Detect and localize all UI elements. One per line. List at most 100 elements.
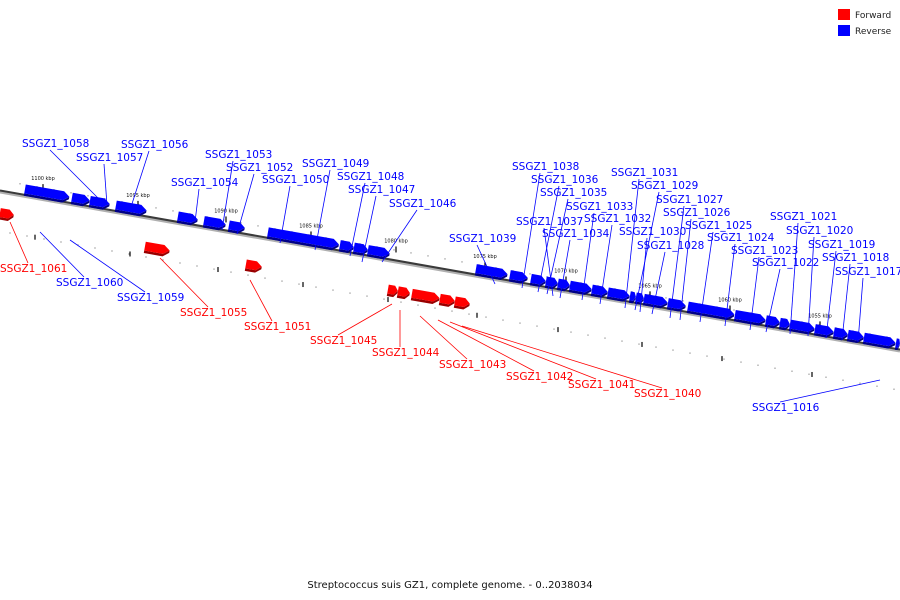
gene-arrow	[590, 284, 608, 298]
gene-leader-line	[581, 212, 595, 301]
gene-label: SSGZ1_1023	[731, 245, 798, 257]
gene-label: SSGZ1_1024	[707, 232, 775, 244]
gene-label: SSGZ1_1027	[656, 194, 723, 206]
gene-arrow	[832, 327, 848, 341]
gene-leader-line	[639, 237, 648, 313]
gene-leader-line	[9, 221, 29, 264]
gene-leader-line	[69, 239, 146, 293]
gene-arrow	[0, 208, 14, 221]
gene-arrow	[846, 329, 864, 344]
gene-label: SSGZ1_1016	[752, 402, 820, 414]
gene-arrow	[606, 287, 630, 302]
gene-leader-line	[521, 172, 541, 289]
gene-label: SSGZ1_1052	[226, 162, 293, 174]
scale-label: 1065 kbp	[638, 283, 662, 289]
gene-arrow	[23, 184, 70, 203]
gene-leader-line	[381, 209, 418, 263]
gene-leader-line	[857, 277, 864, 343]
gene-leader-line	[699, 231, 714, 323]
gene-leader-line	[361, 195, 377, 263]
gene-label: SSGZ1_1057	[76, 152, 143, 164]
gene-arrow	[338, 240, 354, 254]
gene-arrow	[396, 286, 410, 300]
gene-arrow	[529, 273, 546, 287]
gene-label: SSGZ1_1051	[244, 321, 311, 333]
gene-leader-line	[449, 321, 597, 380]
scale-label: 1070 kbp	[554, 269, 578, 275]
gene-leader-line	[651, 251, 666, 315]
gene-arrow	[70, 192, 90, 207]
gene-label: SSGZ1_1054	[171, 177, 239, 189]
gene-arrow	[176, 211, 198, 226]
gene-leader-line	[807, 236, 815, 337]
gene-leader-line	[825, 250, 837, 339]
gene-arrow	[386, 284, 398, 298]
gene-label: SSGZ1_1036	[531, 174, 599, 186]
gene-label: SSGZ1_1034	[542, 228, 610, 240]
gene-leader-line	[419, 315, 468, 360]
gene-label: SSGZ1_1028	[637, 240, 704, 252]
gene-label: SSGZ1_1020	[786, 225, 853, 237]
gene-label: SSGZ1_1043	[439, 359, 506, 371]
gene-arrow	[114, 200, 147, 217]
gene-label: SSGZ1_1048	[337, 171, 404, 183]
gene-leader-line	[236, 173, 255, 235]
gene-arrow	[894, 338, 900, 351]
gene-arrow	[410, 288, 440, 305]
gene-arrow	[438, 293, 455, 307]
gene-leader-line	[103, 163, 108, 206]
gene-arrow	[733, 309, 766, 326]
scale-label: 1090 kbp	[214, 208, 238, 214]
gene-leader-line	[779, 379, 881, 403]
gene-leader-line	[129, 150, 150, 211]
gene-arrow	[244, 259, 262, 273]
gene-label: SSGZ1_1059	[117, 292, 184, 304]
gene-label: SSGZ1_1061	[0, 263, 67, 275]
gene-label: SSGZ1_1045	[310, 335, 377, 347]
gene-label: SSGZ1_1022	[752, 257, 819, 269]
gene-leader-line	[314, 169, 331, 251]
gene-leader-line	[599, 224, 613, 305]
gene-label: SSGZ1_1033	[566, 201, 633, 213]
gene-arrow	[628, 291, 636, 304]
gene-leader-line	[543, 227, 554, 297]
gene-label: SSGZ1_1042	[506, 371, 573, 383]
gene-leader-line	[724, 243, 736, 327]
gene-label: SSGZ1_1035	[540, 187, 607, 199]
gene-leader-line	[194, 188, 200, 223]
gene-label: SSGZ1_1050	[262, 174, 329, 186]
gene-arrow	[266, 227, 339, 251]
gene-label: SSGZ1_1046	[389, 198, 457, 210]
gene-leader-line	[349, 182, 366, 257]
gene-leader-line	[634, 191, 660, 311]
gene-leader-line	[669, 205, 685, 319]
gene-label: SSGZ1_1060	[56, 277, 123, 289]
gene-leader-line	[49, 149, 101, 201]
scale-label: 1095 kbp	[126, 193, 150, 199]
backbone-shadow	[0, 190, 900, 353]
gene-leader-line	[765, 268, 781, 333]
gene-label: SSGZ1_1037	[516, 216, 583, 228]
gene-label: SSGZ1_1019	[808, 239, 875, 251]
gene-arrow	[227, 220, 245, 234]
scale-label: 1055 kbp	[808, 313, 832, 319]
gene-leader-line	[559, 239, 571, 299]
gene-arrow	[556, 278, 570, 292]
gene-label: SSGZ1_1031	[611, 167, 678, 179]
gene-arrow	[366, 245, 390, 260]
gene-label: SSGZ1_1038	[512, 161, 579, 173]
gene-leader-line	[749, 256, 760, 331]
gene-leader-line	[159, 257, 209, 308]
gene-arrow	[686, 301, 735, 321]
gene-leader-line	[841, 263, 851, 341]
gene-leader-line	[789, 222, 799, 335]
gene-leader-line	[249, 279, 273, 322]
gene-label: SSGZ1_1058	[22, 138, 89, 150]
gene-label: SSGZ1_1047	[348, 184, 415, 196]
gene-label: SSGZ1_1053	[205, 149, 272, 161]
gene-label: SSGZ1_1044	[372, 347, 440, 359]
gene-label: SSGZ1_1041	[568, 379, 635, 391]
gene-leader-line	[624, 178, 640, 309]
